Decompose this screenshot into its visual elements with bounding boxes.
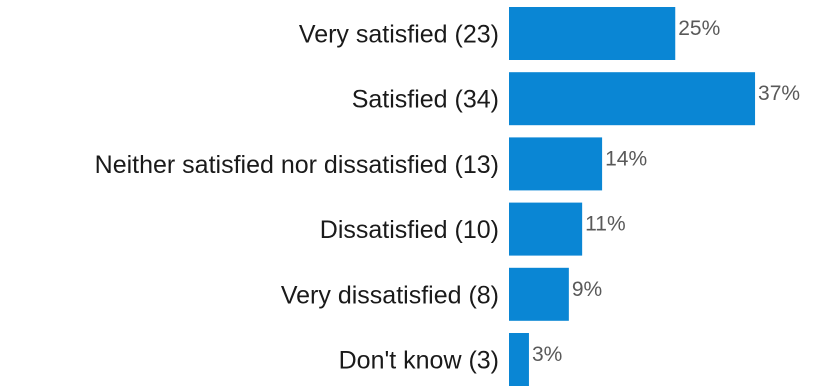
value-labels-group: 25% 37% 14% 11% 9% 3% (532, 17, 800, 366)
bar (509, 137, 603, 191)
category-labels-group: Very satisfied (23) Satisfied (34) Neither… (95, 21, 499, 375)
category-label: Neither satisfied nor dissatisfied (13) (95, 151, 499, 179)
bar (509, 72, 756, 126)
bars-group (509, 7, 756, 386)
category-label: Satisfied (34) (352, 86, 499, 114)
category-label: Dissatisfied (10) (320, 216, 499, 244)
category-label: Don't know (3) (339, 347, 499, 375)
bar (509, 267, 569, 321)
bar (509, 202, 583, 256)
category-label: Very satisfied (23) (299, 21, 499, 49)
value-label: 37% (758, 82, 800, 105)
value-label: 25% (678, 17, 720, 40)
category-label: Very dissatisfied (8) (281, 281, 499, 309)
value-label: 3% (532, 343, 562, 366)
value-label: 11% (585, 213, 625, 236)
value-label: 14% (605, 147, 647, 170)
bar (509, 333, 529, 386)
bar (509, 7, 676, 60)
value-label: 9% (572, 278, 602, 301)
